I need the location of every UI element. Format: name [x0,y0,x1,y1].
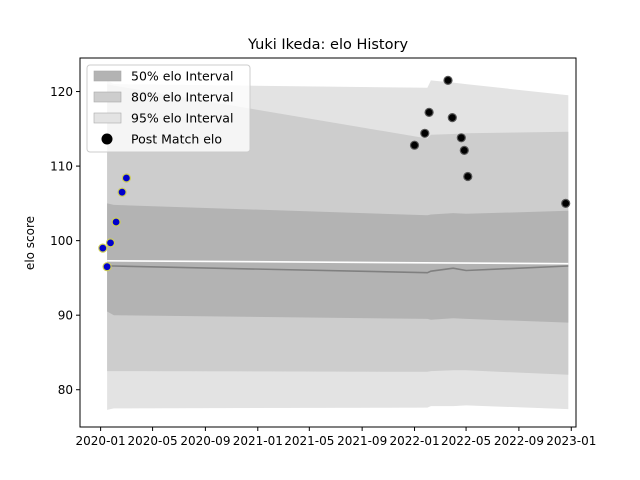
interval-bands [107,80,569,410]
post-match-elo-point [111,217,121,227]
x-tick-label: 2022-01 [389,434,439,448]
post-match-elo-point [443,75,453,86]
post-match-elo-point [409,140,420,150]
legend: 50% elo Interval 80% elo Interval 95% elo … [86,64,251,153]
post-match-elo-point [459,145,469,155]
legend-label: 80% elo Interval [131,90,233,105]
chart-title: Yuki Ikeda: elo History [247,37,409,53]
x-tick-label: 2021-01 [233,434,283,448]
legend-swatch [93,70,122,82]
x-tick-label: 2021-05 [284,434,334,448]
y-tick-label: 110 [50,160,73,174]
legend-label: Post Match elo [131,132,222,147]
post-match-elo-point [105,238,116,248]
y-tick-label: 120 [50,85,73,99]
x-axis: 2020-01 2020-05 2020-09 2021-01 2021-05 2021-… [76,427,596,448]
y-tick-label: 100 [50,234,73,248]
legend-label: 95% elo Interval [131,111,233,126]
x-tick-label: 2022-09 [494,434,544,448]
x-tick-label: 2023-01 [546,434,596,448]
post-match-points [98,75,571,272]
x-tick-label: 2022-05 [441,434,491,448]
post-match-elo-point [420,128,430,138]
legend-label: 50% elo Interval [131,69,233,84]
post-match-elo-point [463,171,473,182]
post-match-elo-point [561,198,571,208]
legend-swatch [93,91,122,103]
y-tick-label: 80 [58,383,73,397]
post-match-elo-point [424,107,434,118]
mean-elo-line [107,265,569,274]
x-tick-label: 2020-09 [180,434,230,448]
y-tick-label: 90 [58,309,73,323]
interval-lines [107,260,569,274]
legend-marker [101,133,113,145]
y-axis: 80 90 100 110 120 [50,85,80,397]
x-tick-label: 2021-09 [337,434,387,448]
post-match-elo-point [447,112,457,123]
legend-swatch [93,112,122,124]
post-match-elo-point [456,133,466,143]
x-tick-label: 2020-05 [128,434,178,448]
x-tick-label: 2020-01 [76,434,126,448]
post-match-elo-point [117,187,127,197]
legend-box [86,64,251,153]
y-axis-label: elo score [23,216,37,270]
reference-line [107,260,569,265]
post-match-elo-point [102,262,112,272]
post-match-elo-point [121,173,132,183]
plot-frame [79,57,577,428]
post-match-elo-point [98,243,108,253]
